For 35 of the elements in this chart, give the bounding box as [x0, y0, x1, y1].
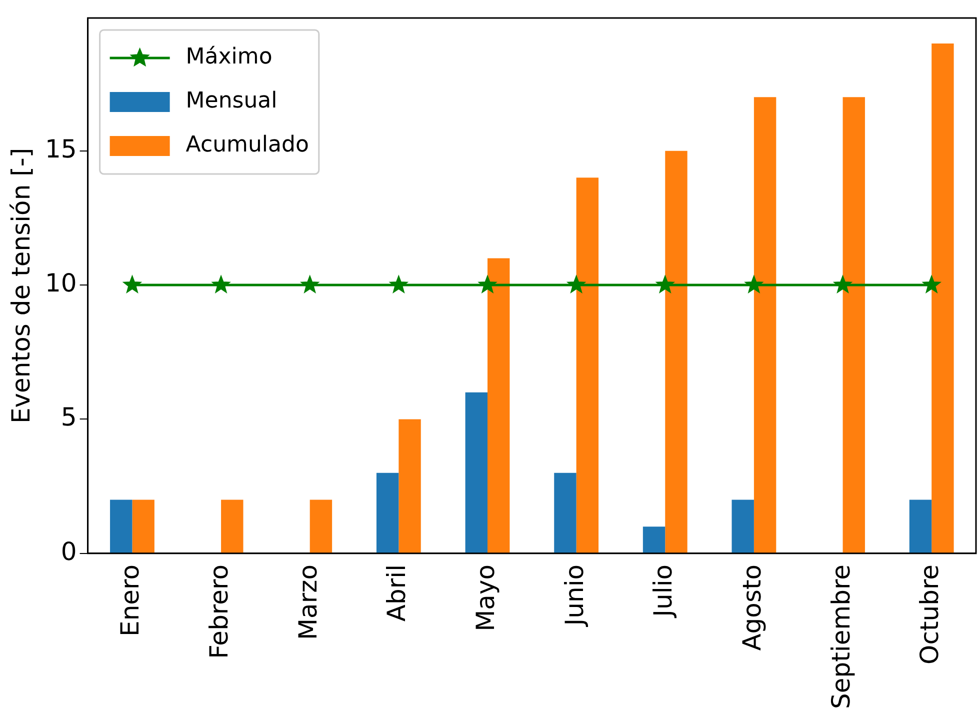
y-tick-label: 5 — [60, 402, 77, 432]
bar — [909, 500, 932, 553]
bar — [665, 150, 688, 553]
x-tick-label: Agosto — [737, 564, 766, 651]
legend-label: Máximo — [186, 44, 272, 70]
x-tick-label: Julio — [648, 564, 678, 619]
x-tick-label: Mayo — [470, 564, 500, 632]
bar — [487, 258, 510, 553]
x-tick-label: Octubre — [915, 564, 944, 664]
x-tick-label: Enero — [116, 564, 145, 636]
y-tick-label: 10 — [45, 268, 77, 298]
bar — [310, 500, 332, 553]
bar — [221, 500, 244, 553]
bar — [932, 43, 954, 553]
bar — [132, 500, 154, 553]
bar — [398, 419, 421, 553]
legend-label: Mensual — [186, 88, 278, 114]
bar — [842, 97, 865, 553]
y-tick-label: 15 — [45, 134, 77, 164]
bar — [732, 500, 754, 553]
x-tick-label: Marzo — [293, 564, 322, 640]
y-axis-title: Eventos de tensión [-] — [6, 148, 36, 424]
bar — [110, 500, 132, 553]
x-tick-label: Febrero — [204, 564, 234, 659]
bar — [554, 472, 576, 553]
x-tick-label: Junio — [560, 564, 589, 628]
x-tick-label: Abril — [382, 564, 412, 622]
bar — [376, 472, 399, 553]
legend-label: Acumulado — [186, 132, 309, 158]
bar — [576, 178, 599, 553]
bar — [642, 526, 666, 553]
bar — [465, 392, 488, 553]
y-tick-label: 0 — [60, 536, 77, 566]
bar — [754, 97, 776, 553]
x-tick-label: Septiembre — [826, 564, 856, 710]
